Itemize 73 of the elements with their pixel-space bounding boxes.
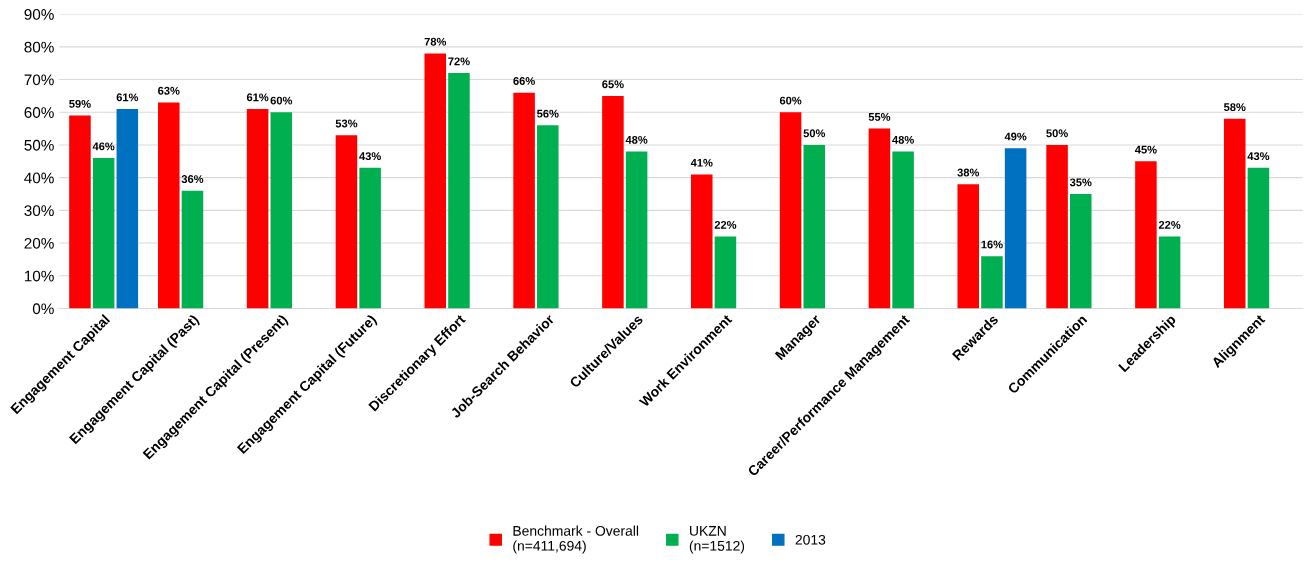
- y-tick-label: 30%: [24, 205, 54, 217]
- y-tick-label: 70%: [24, 74, 54, 86]
- bar: [1004, 148, 1027, 309]
- bar: [1158, 236, 1181, 309]
- bar: [116, 108, 139, 309]
- bar: [92, 158, 115, 309]
- data-label: 55%: [868, 113, 891, 121]
- bar: [246, 108, 269, 309]
- data-label: 72%: [448, 57, 470, 66]
- bar: [892, 151, 914, 309]
- data-label: 38%: [957, 168, 980, 177]
- data-label: 48%: [625, 135, 648, 144]
- data-label: 22%: [714, 220, 737, 229]
- bar: [957, 184, 980, 309]
- y-tick-label: 60%: [24, 107, 54, 118]
- data-label: 43%: [359, 152, 381, 161]
- bar: [803, 144, 826, 309]
- legend-label: Benchmark - Overall (n=411,694): [513, 525, 639, 554]
- data-label: 65%: [602, 80, 624, 89]
- legend-label: UKZN (n=1512): [689, 526, 745, 554]
- y-tick-label: 80%: [24, 41, 54, 53]
- data-label: 48%: [892, 135, 914, 144]
- bar: [602, 95, 624, 309]
- bar: [513, 92, 535, 309]
- data-label: 61%: [116, 93, 139, 102]
- data-label: 50%: [803, 129, 826, 138]
- legend-label: 2013: [795, 534, 826, 545]
- bar: [181, 190, 204, 309]
- bar: [448, 73, 470, 309]
- data-label: 22%: [1158, 220, 1181, 229]
- data-label: 60%: [270, 96, 293, 105]
- bar: [690, 174, 713, 309]
- data-label: 63%: [158, 86, 180, 95]
- y-tick-label: 90%: [24, 9, 54, 20]
- y-tick-label: 50%: [24, 139, 54, 151]
- bar: [270, 112, 293, 309]
- data-label: 58%: [1223, 103, 1246, 112]
- bar: [335, 135, 358, 309]
- data-label: 66%: [513, 77, 535, 85]
- data-label: 56%: [537, 109, 559, 118]
- bar: [537, 125, 559, 309]
- bar: [1223, 118, 1246, 309]
- data-label: 59%: [69, 99, 91, 108]
- data-label: 16%: [981, 240, 1003, 249]
- y-tick-label: 40%: [24, 172, 54, 184]
- bar: [625, 151, 648, 309]
- data-label: 43%: [1247, 152, 1270, 161]
- data-label: 61%: [246, 93, 269, 102]
- data-label: 41%: [690, 158, 713, 167]
- y-tick-label: 10%: [24, 270, 54, 282]
- bar: [1070, 194, 1092, 309]
- data-label: 53%: [335, 119, 358, 128]
- bar: [424, 53, 447, 309]
- y-tick-label: 0%: [32, 303, 54, 315]
- bar: [779, 112, 802, 309]
- data-label: 49%: [1004, 132, 1027, 141]
- data-label: 46%: [92, 142, 115, 151]
- bar: [1135, 161, 1157, 309]
- data-label: 78%: [424, 37, 447, 46]
- data-label: 50%: [1046, 129, 1068, 138]
- data-label: 60%: [779, 96, 802, 105]
- bar: [868, 128, 891, 309]
- bar: [714, 236, 737, 309]
- bar: [1247, 167, 1270, 309]
- bar: [69, 115, 91, 309]
- bar: [981, 256, 1003, 309]
- bar: [359, 167, 381, 309]
- y-tick-label: 20%: [24, 237, 54, 249]
- bar: [158, 102, 180, 309]
- bar: [1046, 144, 1068, 309]
- data-label: 35%: [1069, 178, 1092, 187]
- data-label: 36%: [181, 175, 204, 184]
- data-label: 45%: [1134, 145, 1157, 154]
